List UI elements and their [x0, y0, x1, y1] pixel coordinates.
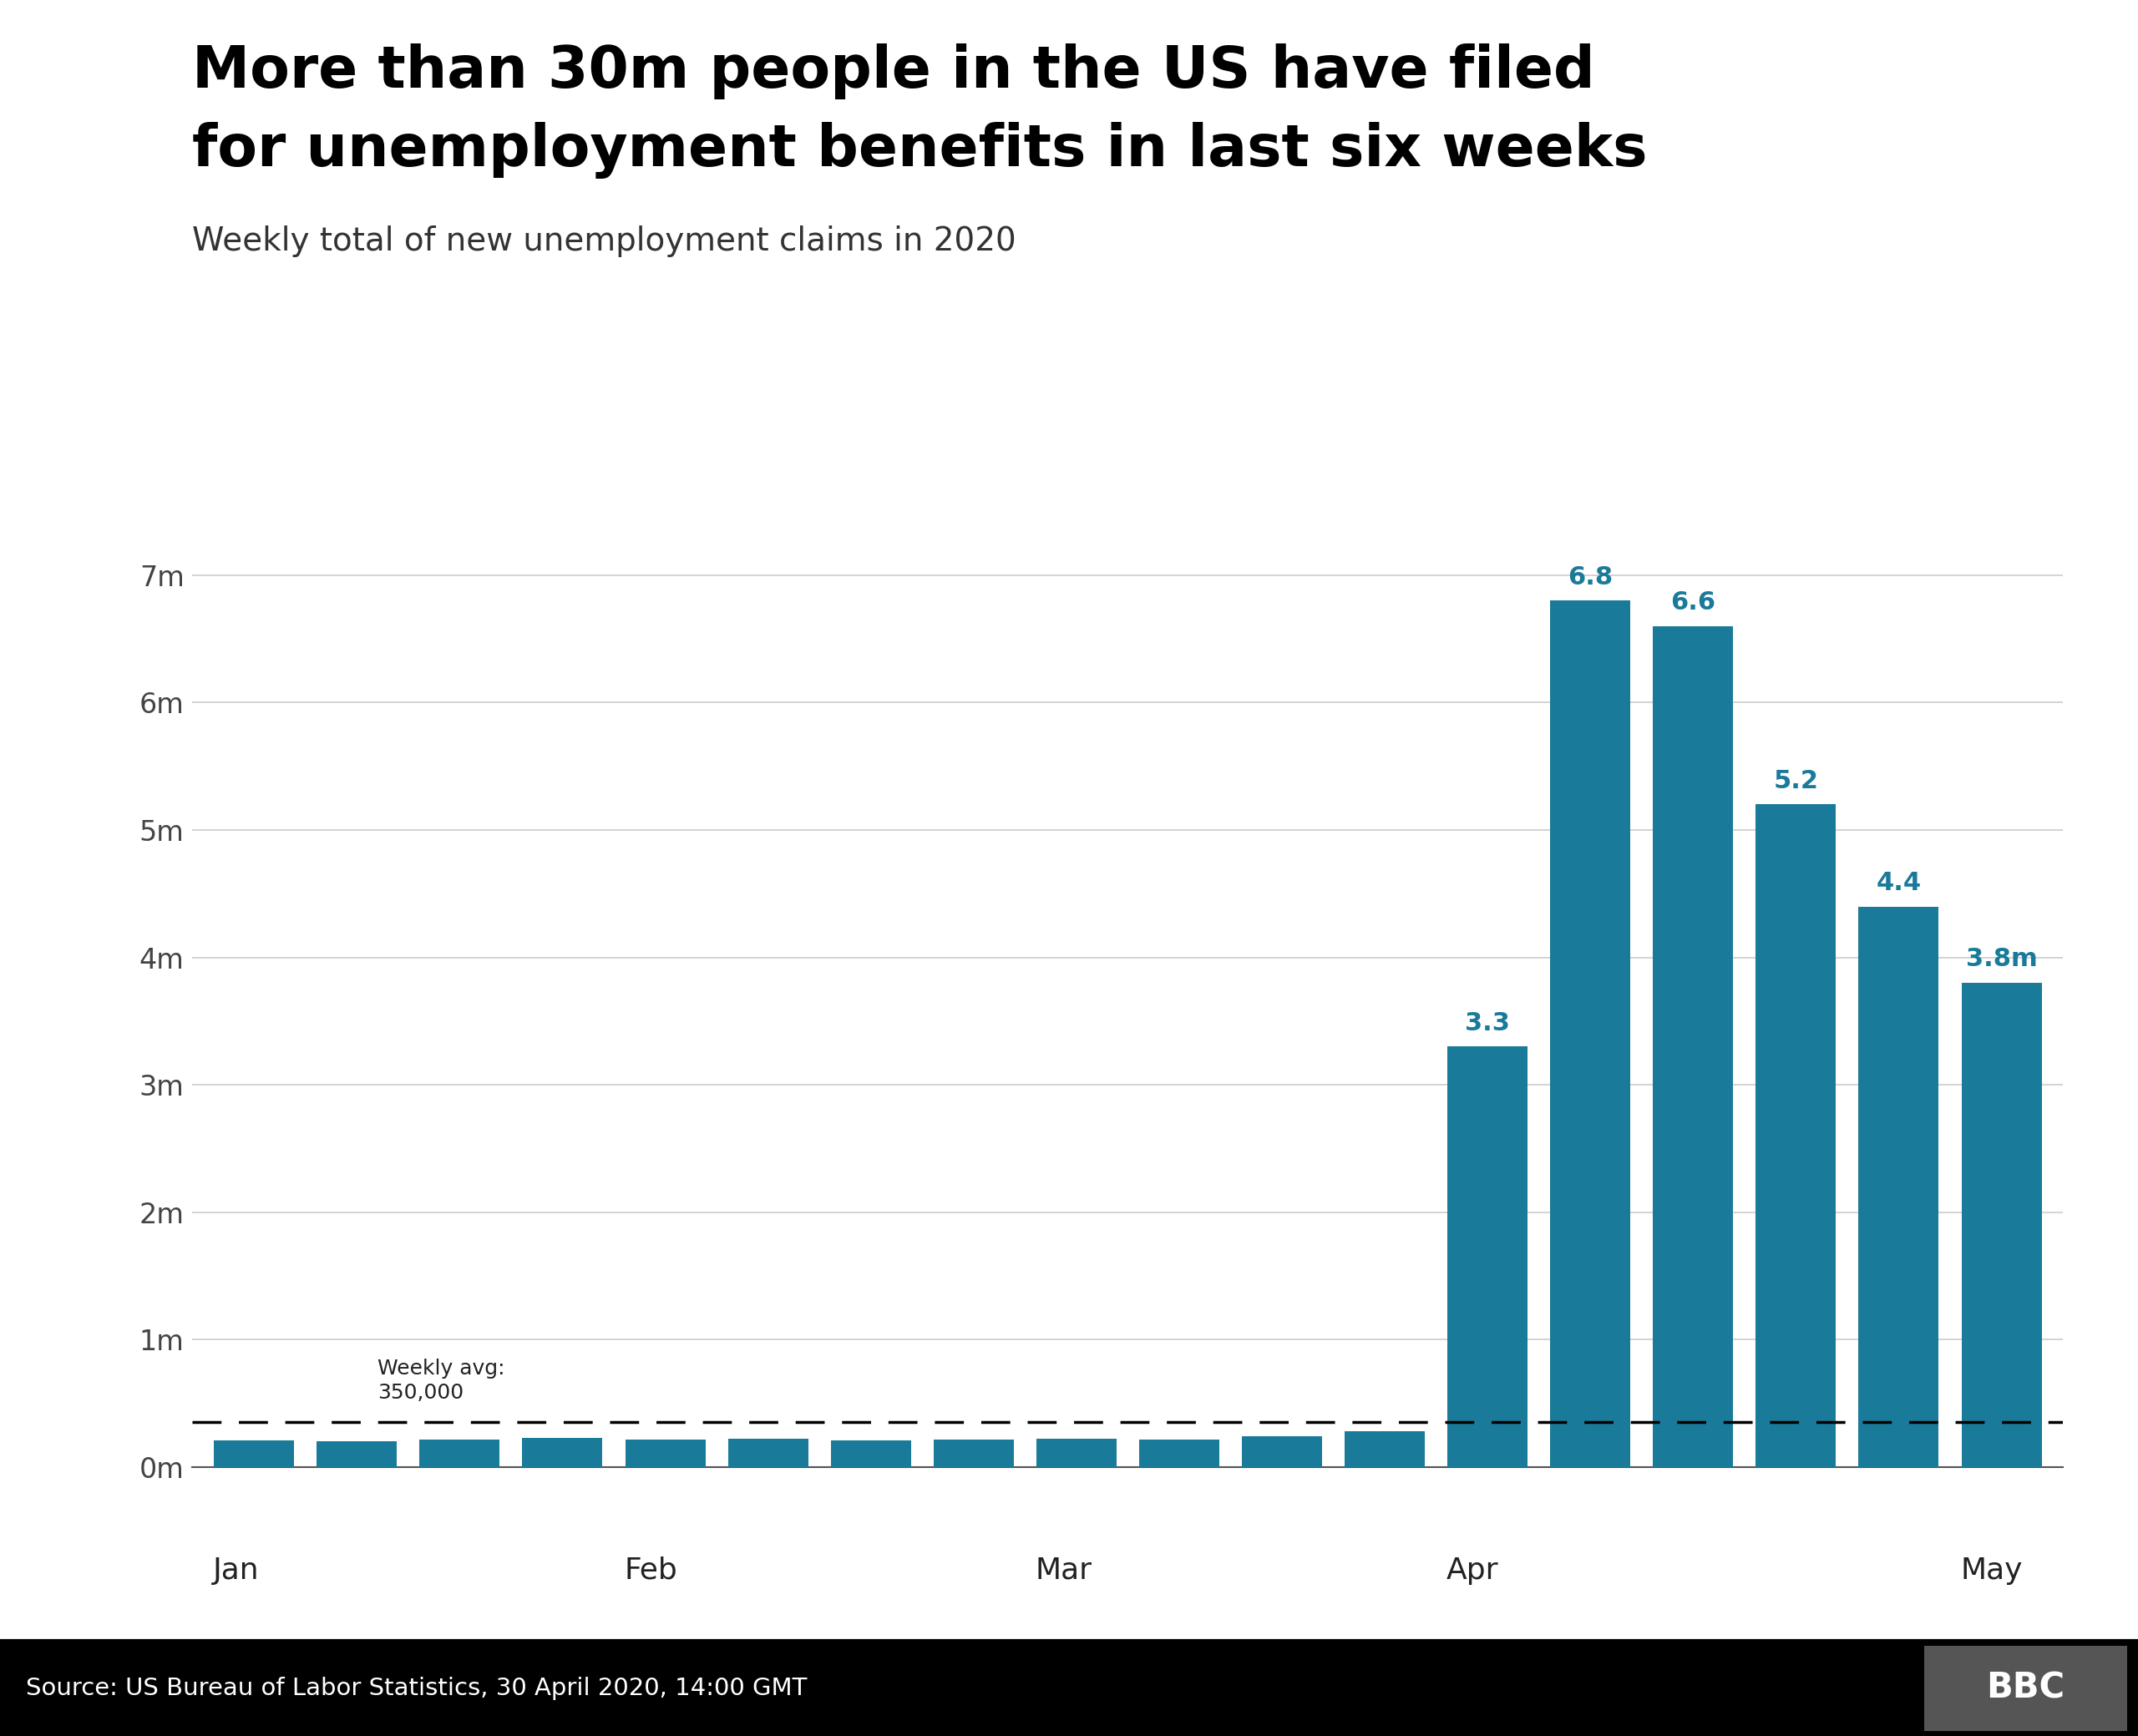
- Text: More than 30m people in the US have filed: More than 30m people in the US have file…: [192, 43, 1595, 99]
- Bar: [1345, 1430, 1424, 1467]
- Bar: [316, 1441, 398, 1467]
- Bar: [832, 1441, 911, 1467]
- Text: May: May: [1961, 1555, 2023, 1585]
- Text: Weekly avg:
350,000: Weekly avg: 350,000: [378, 1358, 505, 1403]
- Bar: [1447, 1047, 1529, 1467]
- Text: for unemployment benefits in last six weeks: for unemployment benefits in last six we…: [192, 122, 1648, 179]
- Bar: [624, 1439, 706, 1467]
- Text: BBC: BBC: [1986, 1670, 2065, 1706]
- Text: 6.6: 6.6: [1670, 590, 1715, 615]
- Text: 5.2: 5.2: [1772, 769, 1819, 793]
- Bar: [1550, 601, 1631, 1467]
- Text: Feb: Feb: [624, 1555, 678, 1585]
- Text: Apr: Apr: [1447, 1555, 1499, 1585]
- Text: 3.8m: 3.8m: [1965, 948, 2038, 972]
- Bar: [934, 1439, 1013, 1467]
- Text: 4.4: 4.4: [1877, 871, 1922, 896]
- Bar: [214, 1441, 295, 1467]
- Text: Mar: Mar: [1035, 1555, 1093, 1585]
- Bar: [1653, 627, 1734, 1467]
- Bar: [1037, 1439, 1116, 1467]
- Bar: [1755, 804, 1837, 1467]
- Text: Source: US Bureau of Labor Statistics, 30 April 2020, 14:00 GMT: Source: US Bureau of Labor Statistics, 3…: [26, 1677, 806, 1700]
- Text: Jan: Jan: [214, 1555, 259, 1585]
- Text: 6.8: 6.8: [1567, 564, 1612, 589]
- Bar: [419, 1439, 500, 1467]
- Text: Weekly total of new unemployment claims in 2020: Weekly total of new unemployment claims …: [192, 226, 1016, 257]
- Bar: [1140, 1439, 1219, 1467]
- Bar: [522, 1437, 603, 1467]
- Bar: [1961, 983, 2042, 1467]
- Bar: [1858, 906, 1939, 1467]
- Bar: [1242, 1436, 1321, 1467]
- Text: 3.3: 3.3: [1465, 1010, 1509, 1035]
- Bar: [727, 1439, 808, 1467]
